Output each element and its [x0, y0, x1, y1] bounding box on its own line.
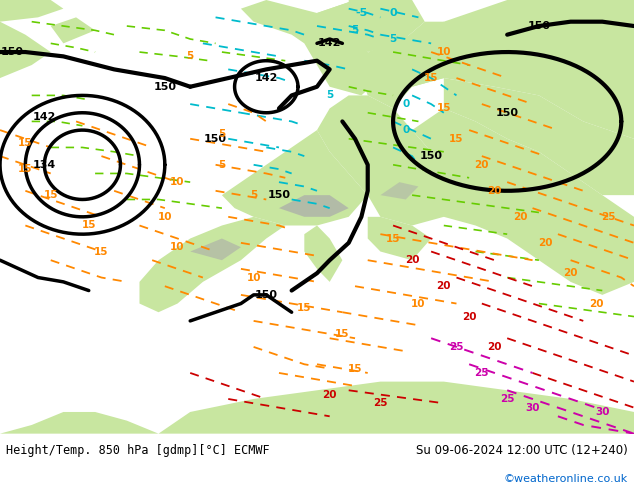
Text: 0: 0 [402, 99, 410, 109]
Text: 0: 0 [402, 125, 410, 135]
Text: 10: 10 [171, 242, 184, 252]
Polygon shape [393, 44, 469, 87]
Text: 150: 150 [204, 134, 227, 144]
Text: 150: 150 [527, 21, 550, 31]
Text: 20: 20 [437, 281, 451, 291]
Polygon shape [51, 17, 95, 44]
Text: 30: 30 [526, 403, 540, 413]
Polygon shape [393, 22, 456, 65]
Text: 15: 15 [44, 190, 58, 200]
Text: Height/Temp. 850 hPa [gdmp][°C] ECMWF: Height/Temp. 850 hPa [gdmp][°C] ECMWF [6, 444, 270, 457]
Polygon shape [222, 130, 368, 225]
Text: 25: 25 [500, 394, 514, 404]
Polygon shape [368, 0, 634, 139]
Polygon shape [317, 96, 456, 225]
Polygon shape [393, 143, 412, 160]
Text: 20: 20 [475, 160, 489, 170]
Text: 10: 10 [158, 212, 172, 222]
Text: 25: 25 [373, 398, 387, 408]
Text: 25: 25 [602, 212, 616, 222]
Text: 20: 20 [405, 255, 419, 265]
Polygon shape [0, 412, 158, 434]
Polygon shape [368, 217, 431, 260]
Text: 150: 150 [255, 290, 278, 300]
Text: 30: 30 [595, 407, 609, 417]
Text: ©weatheronline.co.uk: ©weatheronline.co.uk [503, 474, 628, 484]
Text: -5: -5 [355, 8, 368, 18]
Text: 5: 5 [218, 129, 226, 140]
Polygon shape [158, 382, 634, 434]
Polygon shape [349, 0, 412, 30]
Text: 5: 5 [218, 160, 226, 170]
Text: 5: 5 [351, 25, 359, 35]
Text: 150: 150 [1, 47, 24, 57]
Polygon shape [304, 225, 342, 282]
Text: 15: 15 [18, 138, 32, 148]
Text: 150: 150 [496, 108, 519, 118]
Text: 142: 142 [33, 112, 56, 122]
Text: 15: 15 [82, 220, 96, 230]
Polygon shape [292, 13, 380, 96]
Polygon shape [190, 239, 241, 260]
Polygon shape [317, 0, 425, 52]
Text: 20: 20 [488, 342, 501, 352]
Text: 15: 15 [297, 303, 311, 313]
Text: 15: 15 [437, 103, 451, 113]
Text: 20: 20 [513, 212, 527, 222]
Polygon shape [0, 22, 51, 78]
Text: 15: 15 [450, 134, 463, 144]
Text: 142: 142 [255, 73, 278, 83]
Text: 10: 10 [411, 298, 425, 309]
Text: 10: 10 [437, 47, 451, 57]
Text: 0: 0 [389, 8, 397, 18]
Text: 10: 10 [247, 272, 261, 283]
Text: 150: 150 [420, 151, 443, 161]
Polygon shape [279, 195, 349, 217]
Text: 15: 15 [18, 164, 32, 174]
Text: 20: 20 [589, 298, 603, 309]
Polygon shape [361, 52, 412, 108]
Text: 15: 15 [348, 364, 362, 373]
Polygon shape [0, 0, 63, 22]
Polygon shape [444, 78, 634, 195]
Polygon shape [139, 217, 285, 312]
Text: 5: 5 [250, 190, 257, 200]
Polygon shape [241, 0, 349, 44]
Text: 15: 15 [94, 246, 108, 257]
Text: 15: 15 [424, 73, 438, 83]
Text: 25: 25 [475, 368, 489, 378]
Text: 5: 5 [326, 90, 333, 100]
Text: Su 09-06-2024 12:00 UTC (12+240): Su 09-06-2024 12:00 UTC (12+240) [416, 444, 628, 457]
Polygon shape [380, 122, 412, 143]
Text: 5: 5 [389, 34, 397, 44]
Text: 20: 20 [462, 312, 476, 321]
Polygon shape [317, 0, 412, 17]
Polygon shape [412, 108, 634, 295]
Text: 150: 150 [153, 82, 176, 92]
Text: 5: 5 [186, 51, 194, 61]
Text: 10: 10 [171, 177, 184, 187]
Text: 15: 15 [386, 234, 400, 244]
Text: 15: 15 [335, 329, 349, 339]
Text: 20: 20 [538, 238, 552, 248]
Text: 150: 150 [268, 190, 290, 200]
Text: 142: 142 [318, 38, 341, 49]
Text: 25: 25 [450, 342, 463, 352]
Text: 20: 20 [564, 268, 578, 278]
Text: 134: 134 [33, 160, 56, 170]
Text: 20: 20 [323, 390, 337, 400]
Polygon shape [380, 182, 418, 199]
Text: 20: 20 [488, 186, 501, 196]
